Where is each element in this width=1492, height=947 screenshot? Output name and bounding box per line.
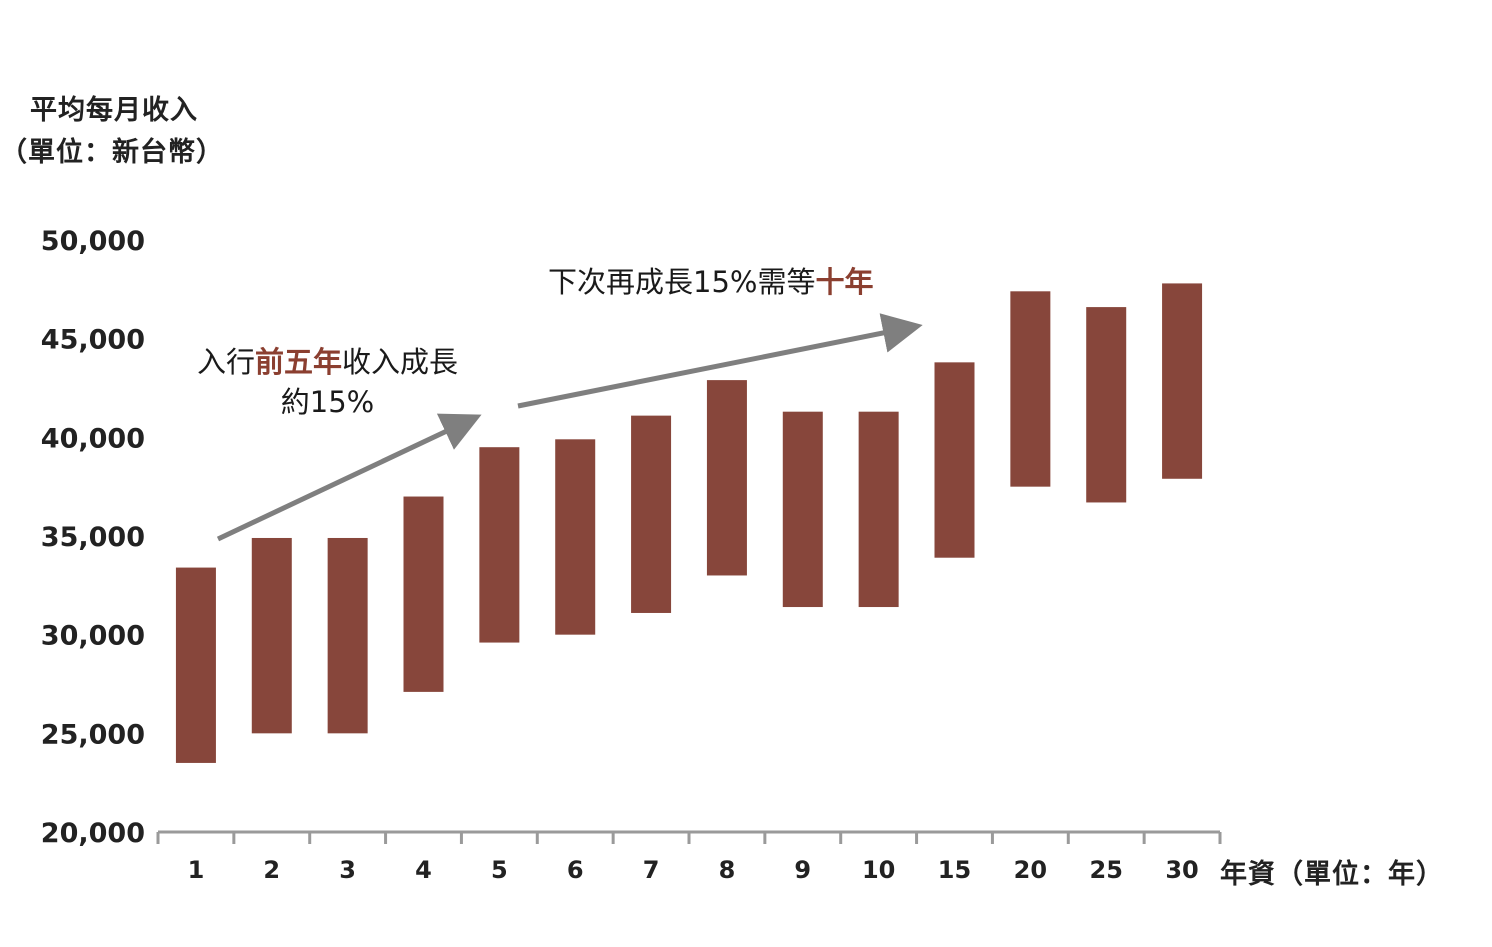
annotation-1-line1: 入行前五年收入成長 <box>165 342 490 382</box>
x-tick-label: 1 <box>188 856 205 884</box>
annotation-1-line2: 約15% <box>280 385 375 419</box>
x-tick-label: 5 <box>491 856 508 884</box>
range-bar <box>631 415 672 613</box>
range-bar <box>934 362 975 558</box>
x-tick-label: 10 <box>862 856 895 884</box>
range-bar <box>327 537 368 734</box>
range-bar <box>251 537 292 734</box>
y-tick-label: 35,000 <box>41 522 145 553</box>
y-tick-label: 20,000 <box>41 818 145 849</box>
trend-arrow-1 <box>216 413 482 542</box>
y-tick-label: 45,000 <box>41 325 145 356</box>
x-tick-label: 30 <box>1165 856 1198 884</box>
range-bar <box>479 447 520 643</box>
x-tick-label: 9 <box>794 856 811 884</box>
y-axis-label-line1: 平均每月收入 <box>30 95 198 126</box>
annotation-2-pre: 下次再成長15%需等 <box>548 265 816 299</box>
annotation-1-highlight: 前五年 <box>254 345 342 379</box>
x-tick-label: 7 <box>643 856 660 884</box>
trend-arrow-2 <box>517 313 923 409</box>
range-bar <box>782 411 823 608</box>
range-bar <box>403 496 444 692</box>
annotation-next-ten-years: 下次再成長15%需等十年 <box>548 262 873 302</box>
range-bar <box>858 411 899 608</box>
range-bar <box>555 439 596 635</box>
x-tick-label: 25 <box>1090 856 1123 884</box>
y-axis-label-line2: （單位：新台幣） <box>0 137 224 168</box>
y-tick-label: 50,000 <box>41 226 145 257</box>
x-tick-label: 8 <box>719 856 736 884</box>
x-tick-label: 4 <box>415 856 432 884</box>
y-tick-label: 25,000 <box>41 719 145 750</box>
range-bar <box>175 567 216 763</box>
x-tick-label: 2 <box>263 856 280 884</box>
x-tick-label: 6 <box>567 856 584 884</box>
annotation-1-pre: 入行 <box>196 345 255 379</box>
range-bar <box>1162 283 1203 479</box>
y-tick-label: 30,000 <box>41 621 145 652</box>
x-tick-label: 15 <box>938 856 971 884</box>
x-axis-label: 年資（單位：年） <box>1220 859 1444 890</box>
annotation-2-highlight: 十年 <box>815 265 874 299</box>
annotation-1-post: 收入成長 <box>342 345 459 379</box>
x-tick-label: 3 <box>339 856 356 884</box>
range-bar <box>1086 307 1127 503</box>
annotation-first-five-years: 入行前五年收入成長 約15% <box>165 342 490 422</box>
range-bar <box>1010 291 1051 487</box>
x-tick-label: 20 <box>1014 856 1047 884</box>
y-tick-label: 40,000 <box>41 423 145 454</box>
range-bar <box>706 380 747 576</box>
